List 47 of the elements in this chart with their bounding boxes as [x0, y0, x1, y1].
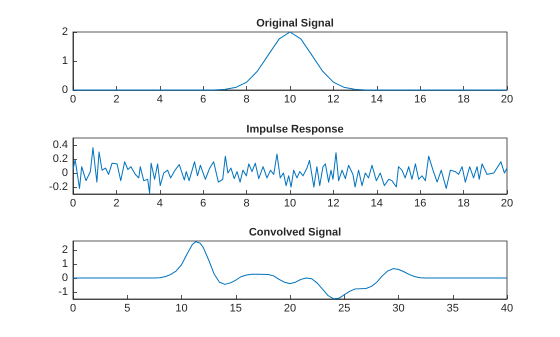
x-tick-label: 0 [70, 198, 76, 210]
x-tick-label: 4 [156, 198, 163, 210]
y-tick-label: 2 [62, 26, 68, 38]
x-tick-label: 12 [327, 94, 340, 106]
x-tick-label: 18 [457, 198, 470, 210]
x-tick-label: 15 [230, 302, 242, 314]
x-tick-label: 35 [446, 302, 459, 314]
x-tick-label: 8 [244, 198, 250, 210]
chart-title: Impulse Response [246, 124, 344, 136]
y-tick-label: 0 [62, 167, 68, 179]
chart-title: Original Signal [256, 18, 334, 30]
x-tick-label: 10 [284, 94, 296, 106]
y-tick-label: 2 [62, 244, 68, 256]
x-tick-label: 12 [327, 198, 340, 210]
x-tick-label: 2 [113, 198, 120, 210]
x-tick-label: 14 [370, 94, 383, 106]
x-tick-label: 10 [175, 302, 188, 314]
y-tick-label: -1 [58, 286, 68, 298]
x-tick-label: 30 [392, 302, 405, 314]
line-series [72, 241, 508, 300]
x-tick-label: 2 [113, 94, 120, 106]
line-series [72, 32, 508, 90]
x-tick-label: 14 [370, 198, 383, 210]
chart-title: Convolved Signal [248, 226, 342, 238]
x-tick-label: 8 [244, 94, 250, 106]
x-tick-label: 20 [500, 94, 514, 106]
x-tick-label: 4 [156, 94, 163, 106]
x-tick-label: 20 [500, 198, 514, 210]
x-tick-label: 40 [500, 302, 514, 314]
y-tick-label: 0.2 [52, 153, 68, 165]
y-tick-label: 0 [62, 272, 68, 284]
x-tick-label: 0 [70, 302, 76, 314]
x-tick-label: 16 [414, 94, 426, 106]
y-tick-label: 1 [62, 258, 68, 270]
x-tick-label: 6 [200, 198, 206, 210]
y-tick-label: 0.4 [52, 139, 68, 151]
x-tick-label: 25 [338, 302, 350, 314]
x-tick-label: 10 [284, 198, 296, 210]
y-tick-label: 1 [62, 55, 68, 67]
y-tick-label: -0.2 [49, 181, 68, 193]
x-tick-label: 20 [284, 302, 296, 314]
x-tick-label: 16 [414, 198, 426, 210]
x-tick-label: 5 [124, 302, 130, 314]
x-tick-label: 18 [457, 94, 470, 106]
x-tick-label: 0 [70, 94, 76, 106]
y-tick-label: 0 [62, 84, 68, 96]
x-tick-label: 6 [200, 94, 206, 106]
